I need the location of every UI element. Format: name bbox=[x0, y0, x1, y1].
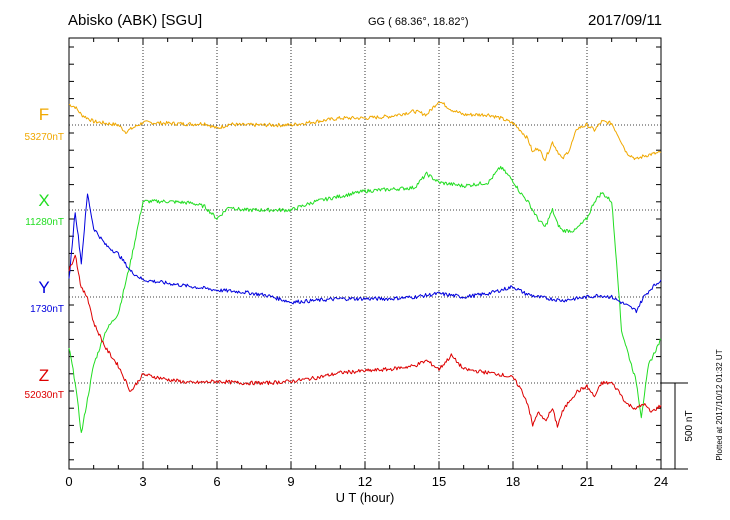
series-line-z bbox=[68, 254, 662, 428]
x-tick-label: 9 bbox=[287, 474, 294, 489]
series-name-z: Z bbox=[39, 366, 49, 385]
x-tick-label: 21 bbox=[580, 474, 594, 489]
series-baseline-z: 52030nT bbox=[25, 390, 64, 401]
series-labels: F 53270nT X 11280nT Y 1730nT Z 52030nT bbox=[25, 105, 64, 401]
series-line-y bbox=[68, 193, 662, 314]
series-line-x bbox=[68, 165, 662, 433]
x-tick-label: 6 bbox=[213, 474, 220, 489]
series-name-y: Y bbox=[38, 278, 49, 297]
x-tick-label: 3 bbox=[139, 474, 146, 489]
series-baseline-f: 53270nT bbox=[25, 132, 64, 143]
date-label: 2017/09/11 bbox=[588, 12, 662, 29]
series-baseline-y: 1730nT bbox=[30, 304, 64, 315]
x-tick-label: 0 bbox=[65, 474, 72, 489]
x-tick-label: 12 bbox=[358, 474, 372, 489]
x-axis-label: U T (hour) bbox=[336, 490, 395, 505]
series-name-x: X bbox=[38, 191, 49, 210]
series-name-f: F bbox=[39, 105, 49, 124]
x-tick-labels: 0 3 6 9 12 15 18 21 24 bbox=[65, 474, 668, 489]
axis-ticks bbox=[68, 38, 662, 469]
plotted-timestamp: Plotted at 2017/10/12 01:32 UT bbox=[715, 349, 724, 460]
x-tick-label: 18 bbox=[506, 474, 520, 489]
scale-bar-label: 500 nT bbox=[684, 410, 695, 441]
series-line-f bbox=[68, 101, 662, 162]
series-lines bbox=[68, 101, 662, 433]
grid-lines bbox=[69, 38, 661, 469]
series-baseline-x: 11280nT bbox=[25, 217, 64, 228]
x-tick-label: 15 bbox=[432, 474, 446, 489]
station-title: Abisko (ABK) [SGU] bbox=[68, 12, 202, 29]
x-tick-label: 24 bbox=[654, 474, 668, 489]
station-coordinates: GG ( 68.36°, 18.82°) bbox=[368, 16, 469, 28]
scale-bar: 500 nT bbox=[661, 382, 695, 470]
